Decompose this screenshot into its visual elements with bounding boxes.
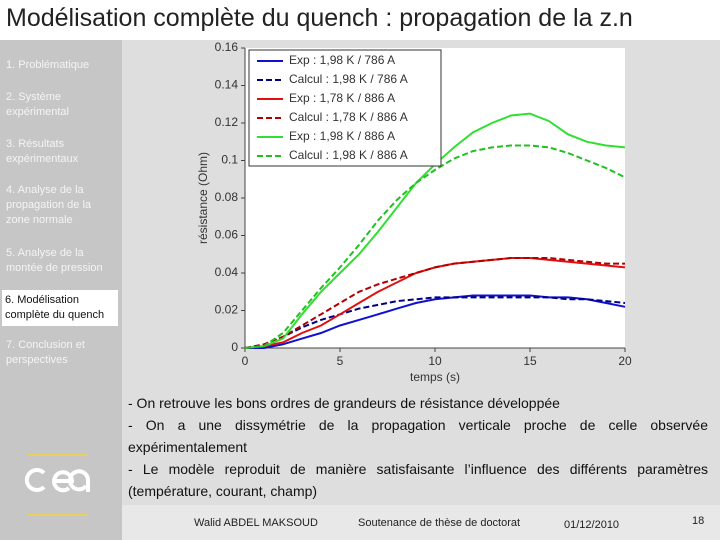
legend-label: Exp : 1,78 K / 886 A	[289, 91, 395, 105]
legend-label: Exp : 1,98 K / 886 A	[289, 129, 395, 143]
content-area: 0 0.02 0.04 0.06 0.08 0.1 0.12 0.14 0.16 0 5 10 15 20…	[122, 40, 720, 505]
legend-label: Calcul : 1,98 K / 786 A	[289, 72, 408, 86]
footer: Walid ABDEL MAKSOUD Soutenance de thèse …	[122, 505, 720, 540]
x-tick-label: 15	[523, 354, 537, 368]
nav-item[interactable]: 7. Conclusion et perspectives	[6, 339, 85, 366]
y-tick-label: 0.04	[215, 265, 239, 279]
y-tick-label: 0.14	[215, 78, 239, 92]
nav-item[interactable]: 3. Résultats expérimentaux	[6, 138, 79, 165]
logo	[24, 454, 90, 516]
nav-item[interactable]: 5. Analyse de la montée de pression	[6, 247, 103, 274]
bullet: - On a une dissymétrie de la propagation…	[128, 417, 708, 455]
footer-event: Soutenance de thèse de doctorat	[358, 517, 521, 529]
nav-item[interactable]: 2. Système expérimental	[6, 91, 69, 118]
legend-label: Calcul : 1,78 K / 886 A	[289, 110, 408, 124]
series-line	[245, 294, 626, 349]
sidebar: 1. Problématique 2. Système expérimental 3…	[0, 40, 122, 540]
footer-date: 01/12/2010	[564, 519, 620, 531]
y-tick-label: 0.1	[221, 153, 238, 167]
bullet-list: - On retrouve les bons ordres de grandeu…	[128, 392, 708, 502]
series-line	[244, 296, 626, 349]
footer-page: 18	[692, 515, 705, 527]
x-tick-label: 5	[337, 354, 344, 368]
slide-title: Modélisation complète du quench : propag…	[6, 4, 633, 32]
y-tick-label: 0.16	[215, 40, 239, 54]
bullet: - On retrouve les bons ordres de grandeu…	[128, 395, 560, 411]
series-line	[244, 257, 625, 349]
y-tick-label: 0.12	[215, 115, 239, 129]
series-line	[244, 144, 626, 349]
y-tick-label: 0.06	[215, 228, 239, 242]
chart: 0 0.02 0.04 0.06 0.08 0.1 0.12 0.14 0.16 0 5 10 15 20…	[196, 40, 632, 384]
y-tick-label: 0.02	[215, 303, 239, 317]
legend-box	[248, 49, 442, 167]
y-tick-label: 0	[231, 340, 238, 354]
y-tick-label: 0.08	[215, 190, 239, 204]
x-tick-label: 0	[242, 354, 249, 368]
bullet: - Le modèle reproduit de manière satisfa…	[128, 461, 708, 499]
x-tick-label: 20	[618, 354, 632, 368]
legend-label: Exp : 1,98 K / 786 A	[289, 53, 395, 67]
legend-label: Calcul : 1,98 K / 886 A	[289, 148, 408, 162]
y-axis-label: résistance (Ohm)	[196, 152, 210, 244]
x-tick-label: 10	[428, 354, 442, 368]
nav-item[interactable]: 4. Analyse de la propagation de la zone …	[6, 184, 92, 226]
footer-author: Walid ABDEL MAKSOUD	[194, 517, 318, 529]
x-axis-label: temps (s)	[410, 370, 460, 384]
nav-item[interactable]: 6. Modélisation complète du quench	[2, 290, 118, 326]
nav-item[interactable]: 1. Problématique	[6, 59, 90, 71]
